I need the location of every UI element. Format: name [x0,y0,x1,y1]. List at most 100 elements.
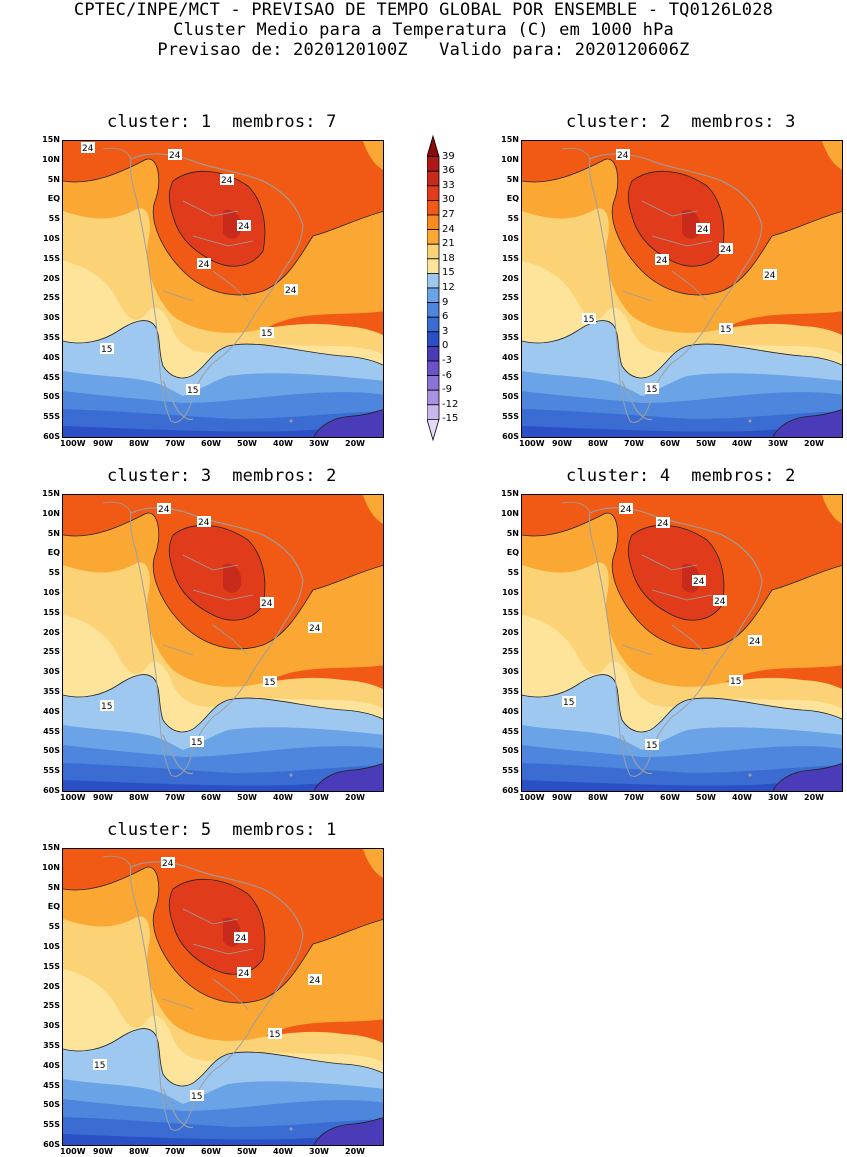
colorbar-swatch [426,200,440,216]
lon-tick-label: 90W [552,793,572,802]
panel-1-contour-label: 24 [82,144,94,154]
colorbar-swatch [426,331,440,347]
lat-tick-label: 30S [502,313,519,323]
lat-tick-label: 25S [502,647,519,657]
lat-tick-label: EQ [47,194,60,204]
panel-4-contour-label: 15 [563,698,574,708]
colorbar-swatch [426,302,440,318]
lat-tick-label: 20S [502,627,519,637]
lat-tick-label: EQ [506,548,519,558]
colorbar: 39 36 33 30 27 24 21 18 15 12 9 6 3 0 -3 -6 -9 -12 -15 [426,134,469,444]
panel-3-contour-label: 15 [264,678,275,688]
lon-tick-label: 20W [345,793,365,802]
lat-tick-label: 20S [43,627,60,637]
lon-tick-label: 100W [519,793,545,802]
lat-tick-label: 5N [506,528,519,538]
lon-tick-label: 20W [804,793,824,802]
lon-tick-label: 20W [345,439,365,448]
lon-tick-label: 90W [93,793,113,802]
lat-tick-label: 20S [43,981,60,991]
lat-tick-label: 15S [43,607,60,617]
lat-tick-label: EQ [506,194,519,204]
lat-tick-label: 60S [43,1140,60,1149]
panel-2-title: cluster: 2 membros: 3 [566,112,796,132]
lat-tick-label: 25S [502,293,519,303]
panel-5-contour-label: 24 [309,976,321,986]
lat-tick-label: 5N [47,528,60,538]
lat-tick-label: 10S [502,588,519,597]
lat-tick-label: 15S [502,253,519,263]
panel-3-map: 24 24 24 24 15 15 15 [62,494,384,792]
lon-tick-label: 100W [60,793,86,802]
colorbar-swatch [426,229,440,245]
colorbar-swatch [426,316,440,333]
panel-1-contour-label: 24 [238,222,250,232]
lat-tick-label: 35S [502,687,519,696]
lat-tick-label: 45S [43,726,60,736]
panel-2-contour-label: 24 [720,245,732,255]
panel-2-contour-label: 24 [764,271,776,281]
colorbar-level-label: 0 [442,340,449,352]
lat-tick-label: 15S [43,961,60,971]
lon-tick-label: 80W [588,793,608,802]
lat-tick-label: 25S [43,1001,60,1011]
colorbar-level-label: 3 [442,325,449,337]
panel-1-contour-label: 15 [101,345,112,355]
panel-3-contour-label: 24 [309,624,321,634]
panel-5-map: 24 24 24 24 15 15 15 [62,848,384,1146]
lon-tick-label: 60W [660,793,680,802]
colorbar-level-label: 33 [442,179,455,191]
lon-tick-label: 80W [129,439,149,448]
panel-5-contour-label: 24 [235,934,247,944]
colorbar-level-label: -12 [442,398,459,410]
lat-tick-label: 50S [502,746,519,756]
panel-4-contour-label: 24 [693,577,705,587]
lat-tick-label: 45S [43,372,60,382]
panel-5-contour-label: 24 [238,969,250,979]
lat-tick-label: 5S [48,568,60,578]
colorbar-swatch [426,258,440,274]
panel-1-contour-label: 15 [187,386,198,396]
lat-tick-label: 50S [43,392,60,402]
lat-tick-label: EQ [47,902,60,912]
lon-tick-label: 50W [237,793,257,802]
panel-2-contour-label: 15 [720,325,731,335]
lon-tick-label: 90W [93,439,113,448]
lon-tick-label: 30W [309,439,329,448]
colorbar-swatch [426,170,440,187]
panel-1-contour-label: 24 [198,260,210,270]
colorbar-level-label: 27 [442,209,455,220]
lat-tick-label: 35S [43,333,60,342]
lon-tick-label: 100W [519,439,545,448]
header-line-1: CPTEC/INPE/MCT - PREVISAO DE TEMPO GLOBA… [73,0,774,20]
panel-5-title: cluster: 5 membros: 1 [107,820,337,840]
lat-tick-label: 5S [48,922,60,932]
colorbar-level-label: 21 [442,238,455,250]
panel-2-contour-label: 15 [646,385,657,395]
lon-tick-label: 50W [696,793,716,802]
lat-tick-label: 15N [501,135,519,144]
colorbar-level-label: 6 [442,311,449,323]
colorbar-swatch [426,360,440,377]
lat-tick-label: 25S [43,647,60,657]
lat-tick-label: 10N [42,508,60,518]
lat-tick-label: 20S [502,273,519,283]
panel-3-contour-label: 15 [101,702,112,712]
lon-tick-label: 50W [237,1147,257,1156]
lat-tick-label: 10N [42,154,60,164]
lat-tick-label: 30S [43,313,60,323]
panel-1-map: 24 24 24 24 24 24 15 15 15 [62,140,384,438]
colorbar-level-label: -15 [442,413,459,425]
colorbar-level-label: 9 [442,296,449,308]
lat-tick-label: 5N [506,174,519,184]
lat-tick-label: 10N [501,154,519,164]
colorbar-level-label: 24 [442,223,455,235]
lat-tick-label: 45S [502,726,519,736]
lon-tick-label: 40W [732,439,752,448]
lat-tick-label: 45S [43,1080,60,1090]
lat-tick-label: 20S [43,273,60,283]
lat-tick-label: 5N [47,882,60,892]
colorbar-level-label: -9 [442,384,452,396]
lon-tick-label: 100W [60,1147,86,1156]
lat-tick-label: 40S [43,352,60,362]
